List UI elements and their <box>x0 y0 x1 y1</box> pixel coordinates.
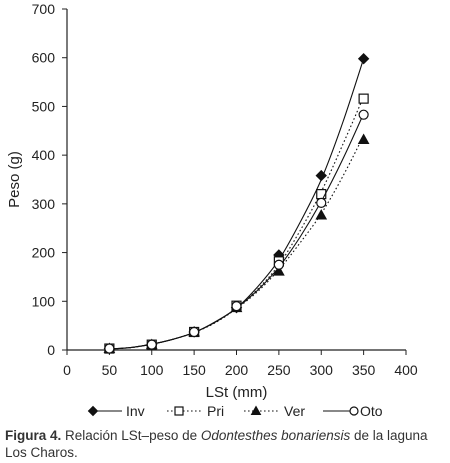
caption-text-before: Relación LSt–peso de <box>61 428 201 443</box>
caption-species: Odontesthes bonariensis <box>200 428 351 443</box>
point-pri-300 <box>316 189 327 200</box>
x-tick-label-0: 0 <box>63 362 71 378</box>
series-line-ver <box>109 135 365 350</box>
x-tick-label-50: 50 <box>102 362 118 378</box>
legend-label-ver: Ver <box>284 403 305 419</box>
legend-label-oto: Oto <box>360 403 383 419</box>
x-tick-label-300: 300 <box>310 362 334 378</box>
series-oto <box>104 109 369 354</box>
point-inv-350 <box>357 52 370 65</box>
point-oto-150 <box>189 326 200 338</box>
y-tick-label-100: 100 <box>32 293 56 309</box>
legend-label-pri: Pri <box>207 403 224 419</box>
figure-caption: Figura 4. Relación LSt–peso de Odontesth… <box>5 427 447 461</box>
legend-item-inv: Inv <box>87 403 145 419</box>
caption-label: Figura 4. <box>5 428 62 443</box>
y-tick-label-500: 500 <box>32 98 56 114</box>
y-tick-label-400: 400 <box>32 147 56 163</box>
x-axis-title: LSt (mm) <box>206 384 268 401</box>
point-inv-300 <box>315 169 327 182</box>
legend-marker-pri <box>174 406 184 416</box>
x-tick-label-200: 200 <box>225 362 249 378</box>
point-ver-350 <box>357 133 370 145</box>
y-axis-title: Peso (g) <box>6 151 23 208</box>
chart-series <box>103 52 370 355</box>
legend-label-inv: Inv <box>126 403 145 419</box>
point-oto-250 <box>273 259 284 270</box>
series-line-oto <box>109 113 365 350</box>
legend-marker-ver <box>250 405 262 415</box>
legend-item-pri: Pri <box>167 403 224 419</box>
legend: Inv Pri Ver Oto <box>87 403 383 419</box>
y-tick-label-200: 200 <box>32 245 56 261</box>
legend-marker-oto <box>349 406 359 416</box>
y-tick-label-300: 300 <box>32 196 56 212</box>
y-tick-label-600: 600 <box>32 50 56 66</box>
series-ver <box>103 133 370 354</box>
caption-text-after: de la laguna Los Charos. <box>5 428 428 460</box>
chart-axes: 0 50 100 150 200 250 300 350 400 0 100 200 300 400 500… <box>6 1 418 401</box>
x-tick-label-100: 100 <box>140 362 164 378</box>
legend-marker-inv <box>87 405 99 417</box>
point-pri-350 <box>358 93 369 104</box>
x-tick-label-150: 150 <box>182 362 206 378</box>
x-tick-label-350: 350 <box>352 362 376 378</box>
series-pri <box>104 93 369 354</box>
y-tick-label-0: 0 <box>47 342 55 358</box>
point-oto-50 <box>104 343 115 354</box>
chart: 0 50 100 150 200 250 300 350 400 0 100 200 300 400 500… <box>6 1 418 419</box>
legend-item-ver: Ver <box>244 403 305 419</box>
point-ver-300 <box>315 209 328 220</box>
x-tick-label-400: 400 <box>394 362 418 378</box>
point-oto-350 <box>358 109 369 120</box>
point-oto-100 <box>146 339 157 350</box>
point-oto-200 <box>231 301 242 312</box>
point-oto-300 <box>316 197 327 208</box>
y-tick-label-700: 700 <box>32 1 56 17</box>
legend-item-oto: Oto <box>323 403 383 419</box>
x-tick-label-250: 250 <box>267 362 291 378</box>
